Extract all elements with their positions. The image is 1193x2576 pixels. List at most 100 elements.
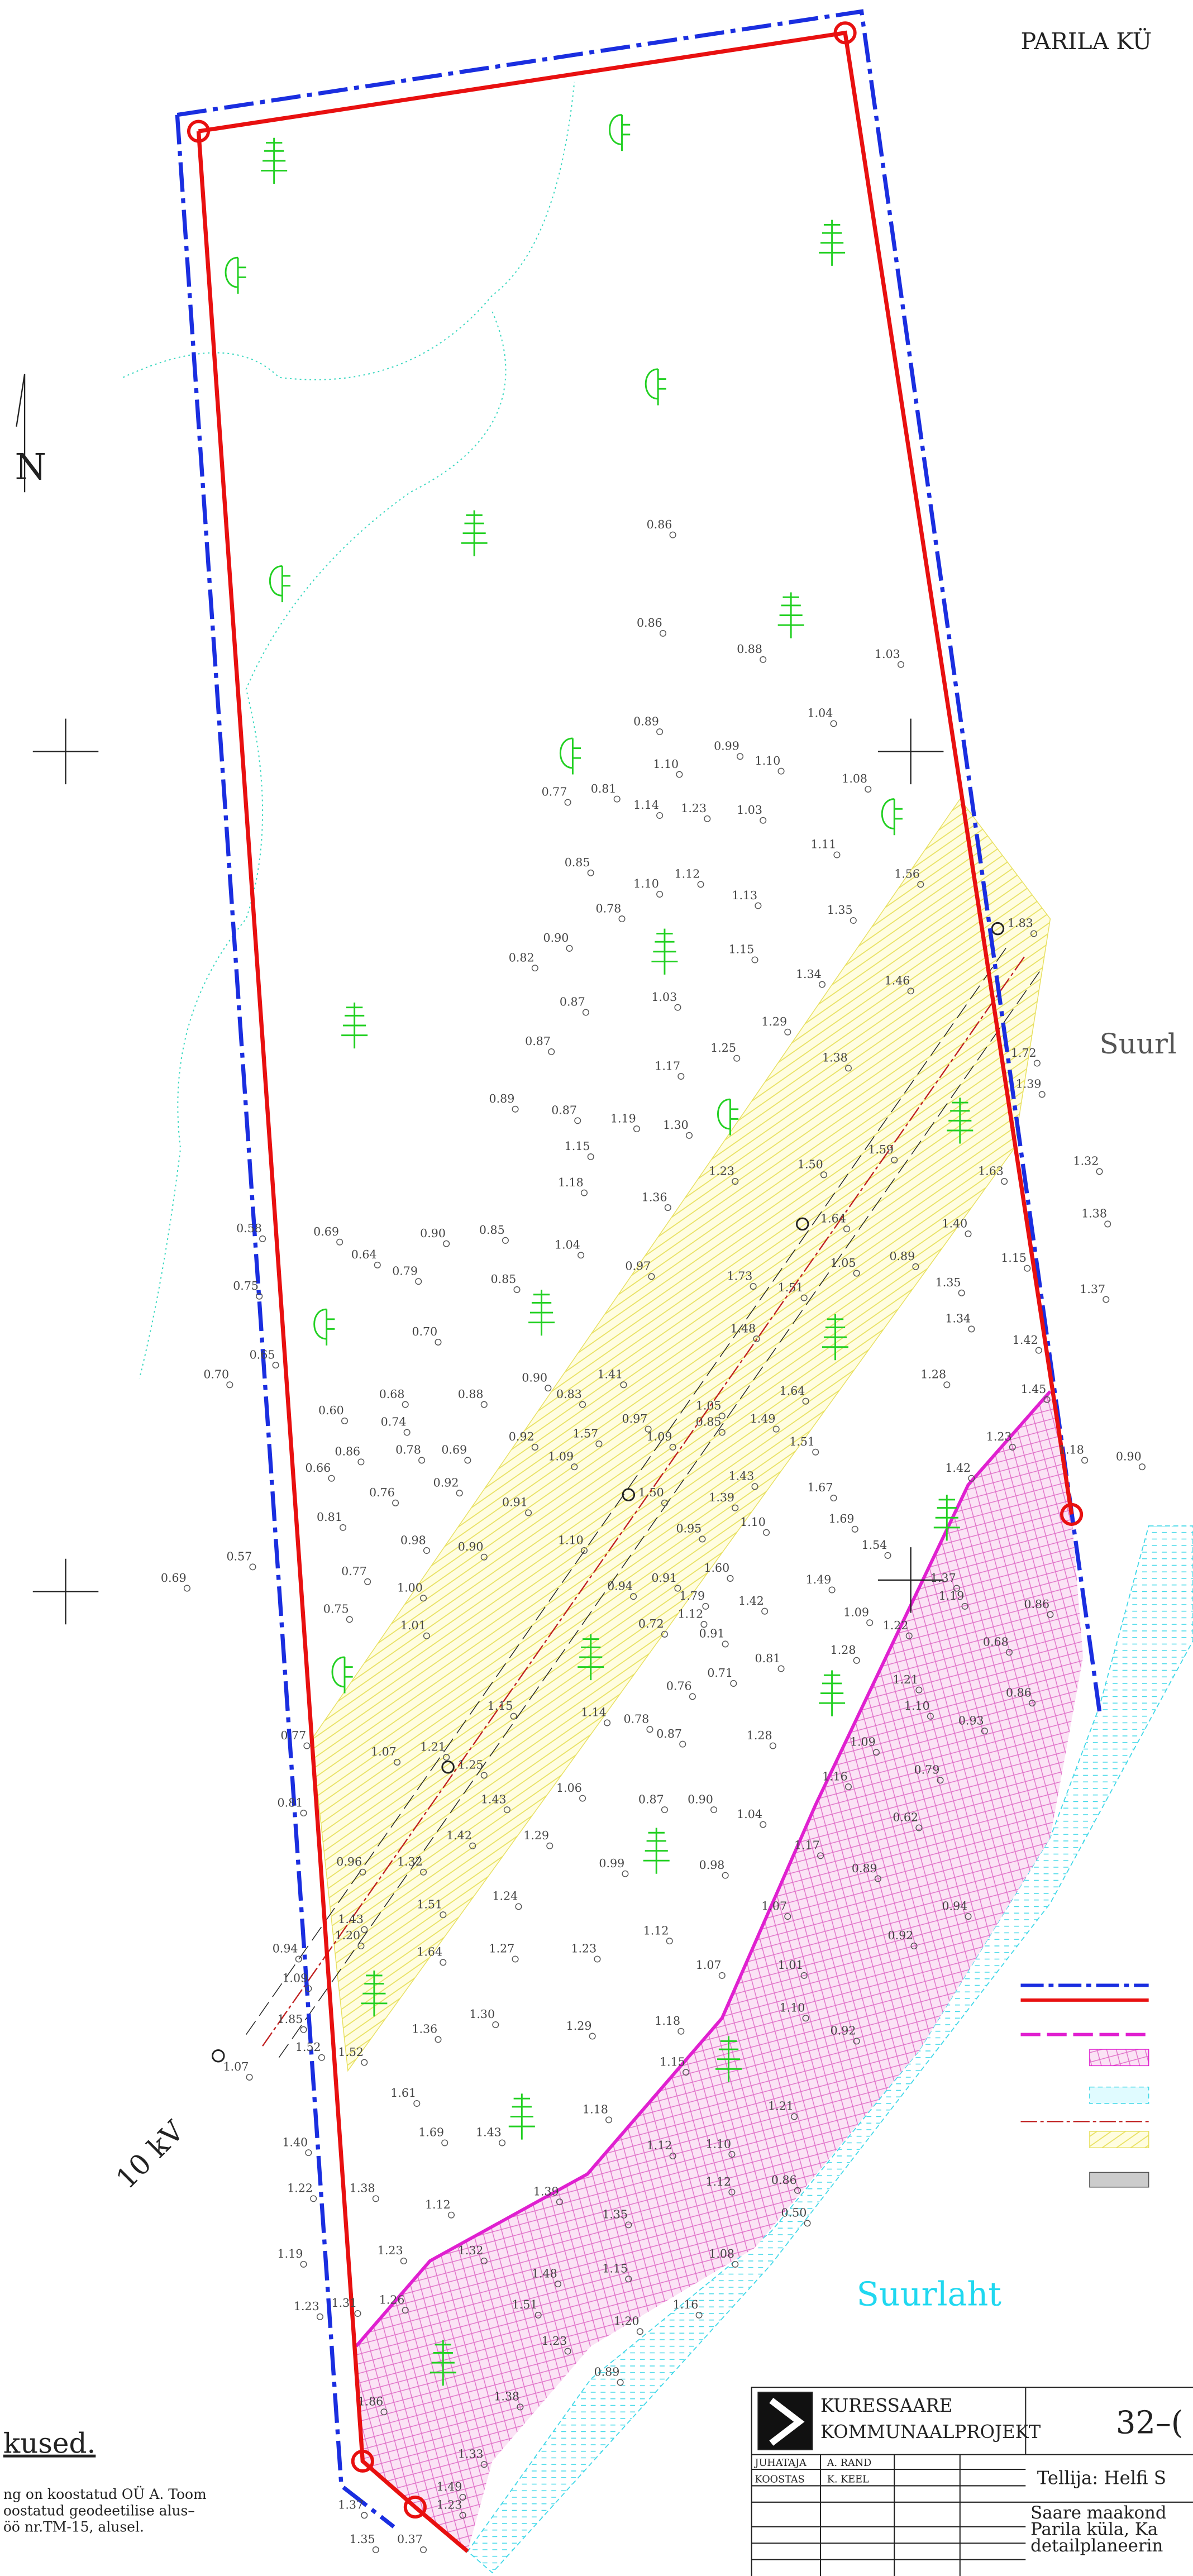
height-point bbox=[443, 1240, 450, 1247]
spot-height: 0.99 bbox=[599, 1857, 624, 1870]
spot-height: 1.15 bbox=[565, 1139, 590, 1153]
height-point bbox=[794, 2187, 801, 2194]
legend bbox=[1020, 1983, 1149, 2188]
height-point bbox=[1104, 1220, 1111, 1228]
height-point bbox=[872, 1749, 880, 1756]
height-point bbox=[415, 1278, 422, 1285]
height-point bbox=[402, 2307, 409, 2314]
spot-height: 0.70 bbox=[203, 1368, 229, 1381]
spot-height: 0.89 bbox=[633, 714, 659, 728]
spot-height: 1.21 bbox=[893, 1673, 918, 1686]
height-point bbox=[866, 1619, 874, 1626]
spot-height: 1.07 bbox=[223, 2060, 249, 2073]
height-point bbox=[633, 1125, 641, 1133]
spot-height: 1.51 bbox=[789, 1435, 815, 1448]
spot-height: 1.00 bbox=[397, 1581, 423, 1594]
spot-height: 0.90 bbox=[1116, 1449, 1142, 1463]
height-point bbox=[357, 1942, 365, 1949]
spot-height: 1.19 bbox=[278, 2247, 303, 2260]
height-point bbox=[656, 890, 664, 898]
height-point bbox=[760, 656, 767, 663]
spot-height: 0.89 bbox=[852, 1862, 877, 1875]
height-point bbox=[737, 753, 744, 760]
spot-height: 1.59 bbox=[868, 1143, 894, 1156]
height-point bbox=[656, 812, 664, 819]
spot-height: 1.30 bbox=[469, 2007, 495, 2021]
spot-height: 0.89 bbox=[594, 2365, 620, 2379]
spot-height: 1.23 bbox=[571, 1942, 596, 1955]
height-point bbox=[661, 1630, 668, 1638]
height-point bbox=[1024, 1265, 1031, 1272]
deciduous-tree bbox=[269, 565, 291, 603]
spot-height: 0.70 bbox=[412, 1325, 437, 1338]
height-point bbox=[303, 1742, 311, 1749]
spot-height: 1.38 bbox=[1081, 1207, 1107, 1220]
height-point bbox=[456, 1490, 463, 1497]
spot-height: 0.98 bbox=[400, 1533, 426, 1547]
spot-height: 1.18 bbox=[583, 2103, 608, 2116]
spot-height: 1.10 bbox=[558, 1533, 584, 1547]
spot-height: 0.77 bbox=[542, 785, 567, 799]
spot-height: 0.92 bbox=[509, 1430, 535, 1443]
height-point bbox=[843, 1225, 851, 1233]
spot-height: 1.11 bbox=[810, 838, 836, 851]
height-point bbox=[359, 1868, 366, 1876]
spot-height: 1.37 bbox=[930, 1571, 956, 1585]
spot-height: 1.28 bbox=[831, 1643, 856, 1657]
note-line: ng on koostatud OÜ A. Toom bbox=[3, 2486, 207, 2502]
height-point bbox=[295, 1955, 302, 1963]
spot-height: 1.20 bbox=[335, 1929, 360, 1942]
spot-height: 0.89 bbox=[489, 1092, 515, 1105]
spot-height: 1.07 bbox=[696, 1958, 722, 1972]
height-point bbox=[777, 1665, 785, 1672]
height-point bbox=[753, 1335, 760, 1343]
height-point bbox=[622, 1870, 629, 1877]
height-point bbox=[769, 1742, 776, 1749]
height-point bbox=[459, 2493, 466, 2501]
height-point bbox=[361, 1926, 368, 1933]
height-point bbox=[340, 1524, 347, 1531]
spot-height: 0.90 bbox=[522, 1371, 547, 1384]
spot-height: 1.86 bbox=[358, 2394, 384, 2408]
spot-height: 1.39 bbox=[709, 1491, 734, 1504]
spot-height: 1.18 bbox=[558, 1176, 584, 1189]
spot-height: 0.95 bbox=[676, 1522, 702, 1535]
height-point bbox=[820, 1171, 827, 1179]
spot-height: 0.94 bbox=[942, 1899, 967, 1912]
height-point bbox=[510, 1712, 517, 1720]
spot-height: 0.75 bbox=[233, 1279, 259, 1292]
spot-height: 0.86 bbox=[771, 2173, 797, 2187]
spot-height: 1.42 bbox=[1013, 1333, 1038, 1347]
height-point bbox=[699, 1535, 706, 1543]
height-point bbox=[587, 869, 594, 876]
spot-height: 1.35 bbox=[602, 2208, 628, 2221]
spot-height: 1.83 bbox=[1008, 917, 1033, 930]
height-point bbox=[613, 795, 621, 803]
spot-height: 0.71 bbox=[707, 1666, 733, 1680]
spot-height: 0.97 bbox=[625, 1260, 651, 1273]
height-point bbox=[630, 1593, 637, 1600]
spot-height: 0.78 bbox=[395, 1443, 421, 1457]
role: KOOSTAS bbox=[755, 2474, 805, 2486]
height-point bbox=[256, 1292, 263, 1300]
height-point bbox=[912, 1263, 919, 1270]
height-point bbox=[669, 2152, 676, 2160]
spot-height: 1.23 bbox=[437, 2498, 462, 2512]
height-point bbox=[865, 785, 872, 793]
height-point bbox=[750, 1283, 757, 1290]
height-point bbox=[1009, 1443, 1016, 1451]
height-point bbox=[777, 767, 785, 775]
spot-height: 1.10 bbox=[653, 757, 679, 771]
spot-height: 1.10 bbox=[705, 2137, 731, 2150]
height-point bbox=[751, 1483, 758, 1490]
spot-height: 1.45 bbox=[1020, 1382, 1046, 1396]
height-point bbox=[372, 2546, 379, 2554]
spot-height: 1.08 bbox=[709, 2247, 734, 2260]
height-point bbox=[697, 881, 704, 888]
spot-height: 1.23 bbox=[378, 2244, 403, 2257]
deciduous-tree bbox=[717, 1098, 739, 1136]
spot-height: 1.42 bbox=[446, 1829, 472, 1842]
bay-label: Suurlaht bbox=[857, 2274, 1002, 2313]
spot-height: 1.32 bbox=[1073, 1155, 1099, 1168]
conifer bbox=[947, 1098, 974, 1144]
